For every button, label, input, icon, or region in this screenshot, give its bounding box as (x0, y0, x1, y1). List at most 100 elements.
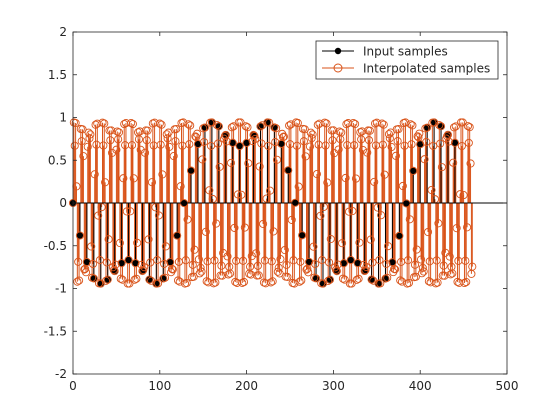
interpolated-point (267, 257, 276, 266)
interpolated-point (265, 186, 275, 195)
interpolated-point (134, 135, 144, 144)
interpolated-point (355, 238, 364, 247)
interpolated-point (172, 124, 181, 134)
interpolated-point (96, 279, 105, 288)
interpolated-point (235, 141, 244, 151)
interpolated-point (224, 270, 233, 279)
interpolated-point (292, 141, 301, 150)
interpolated-point (351, 119, 360, 129)
interpolated-point (324, 276, 333, 285)
interpolated-point (103, 275, 112, 284)
interpolated-point (302, 265, 311, 274)
interpolated-point (223, 252, 232, 261)
input-point (451, 139, 459, 146)
interpolated-point (363, 148, 372, 157)
interpolated-point (259, 219, 268, 228)
interpolated-point (283, 272, 292, 281)
interpolated-point (262, 194, 271, 203)
interpolated-point (294, 182, 303, 191)
interpolated-point (450, 123, 459, 132)
interpolated-point (290, 279, 299, 288)
input-point (243, 139, 250, 147)
interpolated-point (312, 170, 321, 179)
interpolated-point (257, 139, 266, 148)
interpolated-point (451, 122, 460, 131)
interpolated-point (227, 123, 236, 132)
interpolated-point (197, 267, 206, 276)
interpolated-point (75, 231, 84, 240)
interpolated-point (233, 190, 242, 199)
interpolated-point (366, 235, 375, 244)
interpolated-point (183, 215, 192, 224)
interpolated-point (417, 255, 426, 264)
interpolated-point (364, 136, 374, 145)
x-tick-label: 400 (409, 379, 432, 393)
interpolated-point (248, 137, 257, 146)
interpolated-point (220, 132, 229, 141)
interpolated-point (300, 125, 309, 134)
interpolated-point (110, 267, 119, 276)
interpolated-point (357, 135, 366, 144)
interpolated-point (341, 173, 350, 183)
interpolated-point (157, 120, 166, 129)
interpolated-point (160, 259, 169, 268)
interpolated-point (432, 256, 441, 265)
input-point (76, 232, 84, 239)
interpolated-point (221, 130, 230, 139)
interpolated-point (147, 178, 157, 187)
interpolated-point (384, 130, 394, 139)
interpolated-point (282, 260, 291, 269)
interpolated-point (316, 211, 325, 220)
interpolated-point (419, 267, 428, 276)
input-point (285, 167, 292, 174)
interpolated-point (109, 265, 118, 274)
x-axis: 0 100 200 300 400 500 (69, 32, 518, 393)
interpolated-point (338, 274, 347, 283)
interpolated-point (403, 256, 413, 265)
input-point (389, 259, 396, 266)
interpolated-point (154, 211, 163, 220)
input-point (167, 258, 174, 266)
interpolated-point (439, 261, 448, 270)
interpolated-point (318, 279, 328, 288)
interpolated-point (445, 252, 454, 261)
interpolated-point (207, 118, 216, 127)
interpolated-point (165, 142, 174, 151)
interpolated-point (293, 118, 302, 128)
interpolated-point (99, 141, 108, 150)
input-point (396, 232, 403, 240)
interpolated-point (237, 190, 246, 199)
interpolated-point (452, 224, 461, 233)
interpolated-point (185, 140, 194, 149)
interpolated-point (304, 268, 313, 277)
input-point (187, 167, 195, 174)
input-point (125, 256, 132, 264)
interpolated-point (243, 123, 252, 132)
interpolated-point (444, 137, 453, 146)
interpolated-point (321, 141, 330, 150)
interpolated-point (136, 145, 145, 154)
interpolated-point (158, 170, 167, 179)
interpolated-point (360, 266, 369, 276)
interpolated-point (244, 159, 253, 168)
interpolated-point (273, 267, 282, 276)
interpolated-point (464, 138, 473, 147)
interpolated-point (298, 231, 307, 240)
interpolated-point (100, 119, 109, 128)
interpolated-point (85, 134, 94, 143)
interpolated-point (191, 132, 200, 141)
interpolated-point (338, 239, 347, 248)
interpolated-point (423, 123, 432, 132)
interpolated-point (448, 269, 457, 278)
input-point (305, 258, 313, 266)
interpolated-point (89, 274, 98, 283)
interpolated-point (161, 242, 170, 251)
interpolated-point (200, 123, 209, 132)
interpolated-point (140, 148, 150, 157)
interpolated-point (226, 269, 235, 278)
interpolated-point (322, 119, 331, 128)
interpolated-point (179, 118, 188, 127)
interpolated-point (198, 155, 207, 164)
interpolated-point (361, 265, 370, 275)
input-point (340, 260, 348, 267)
